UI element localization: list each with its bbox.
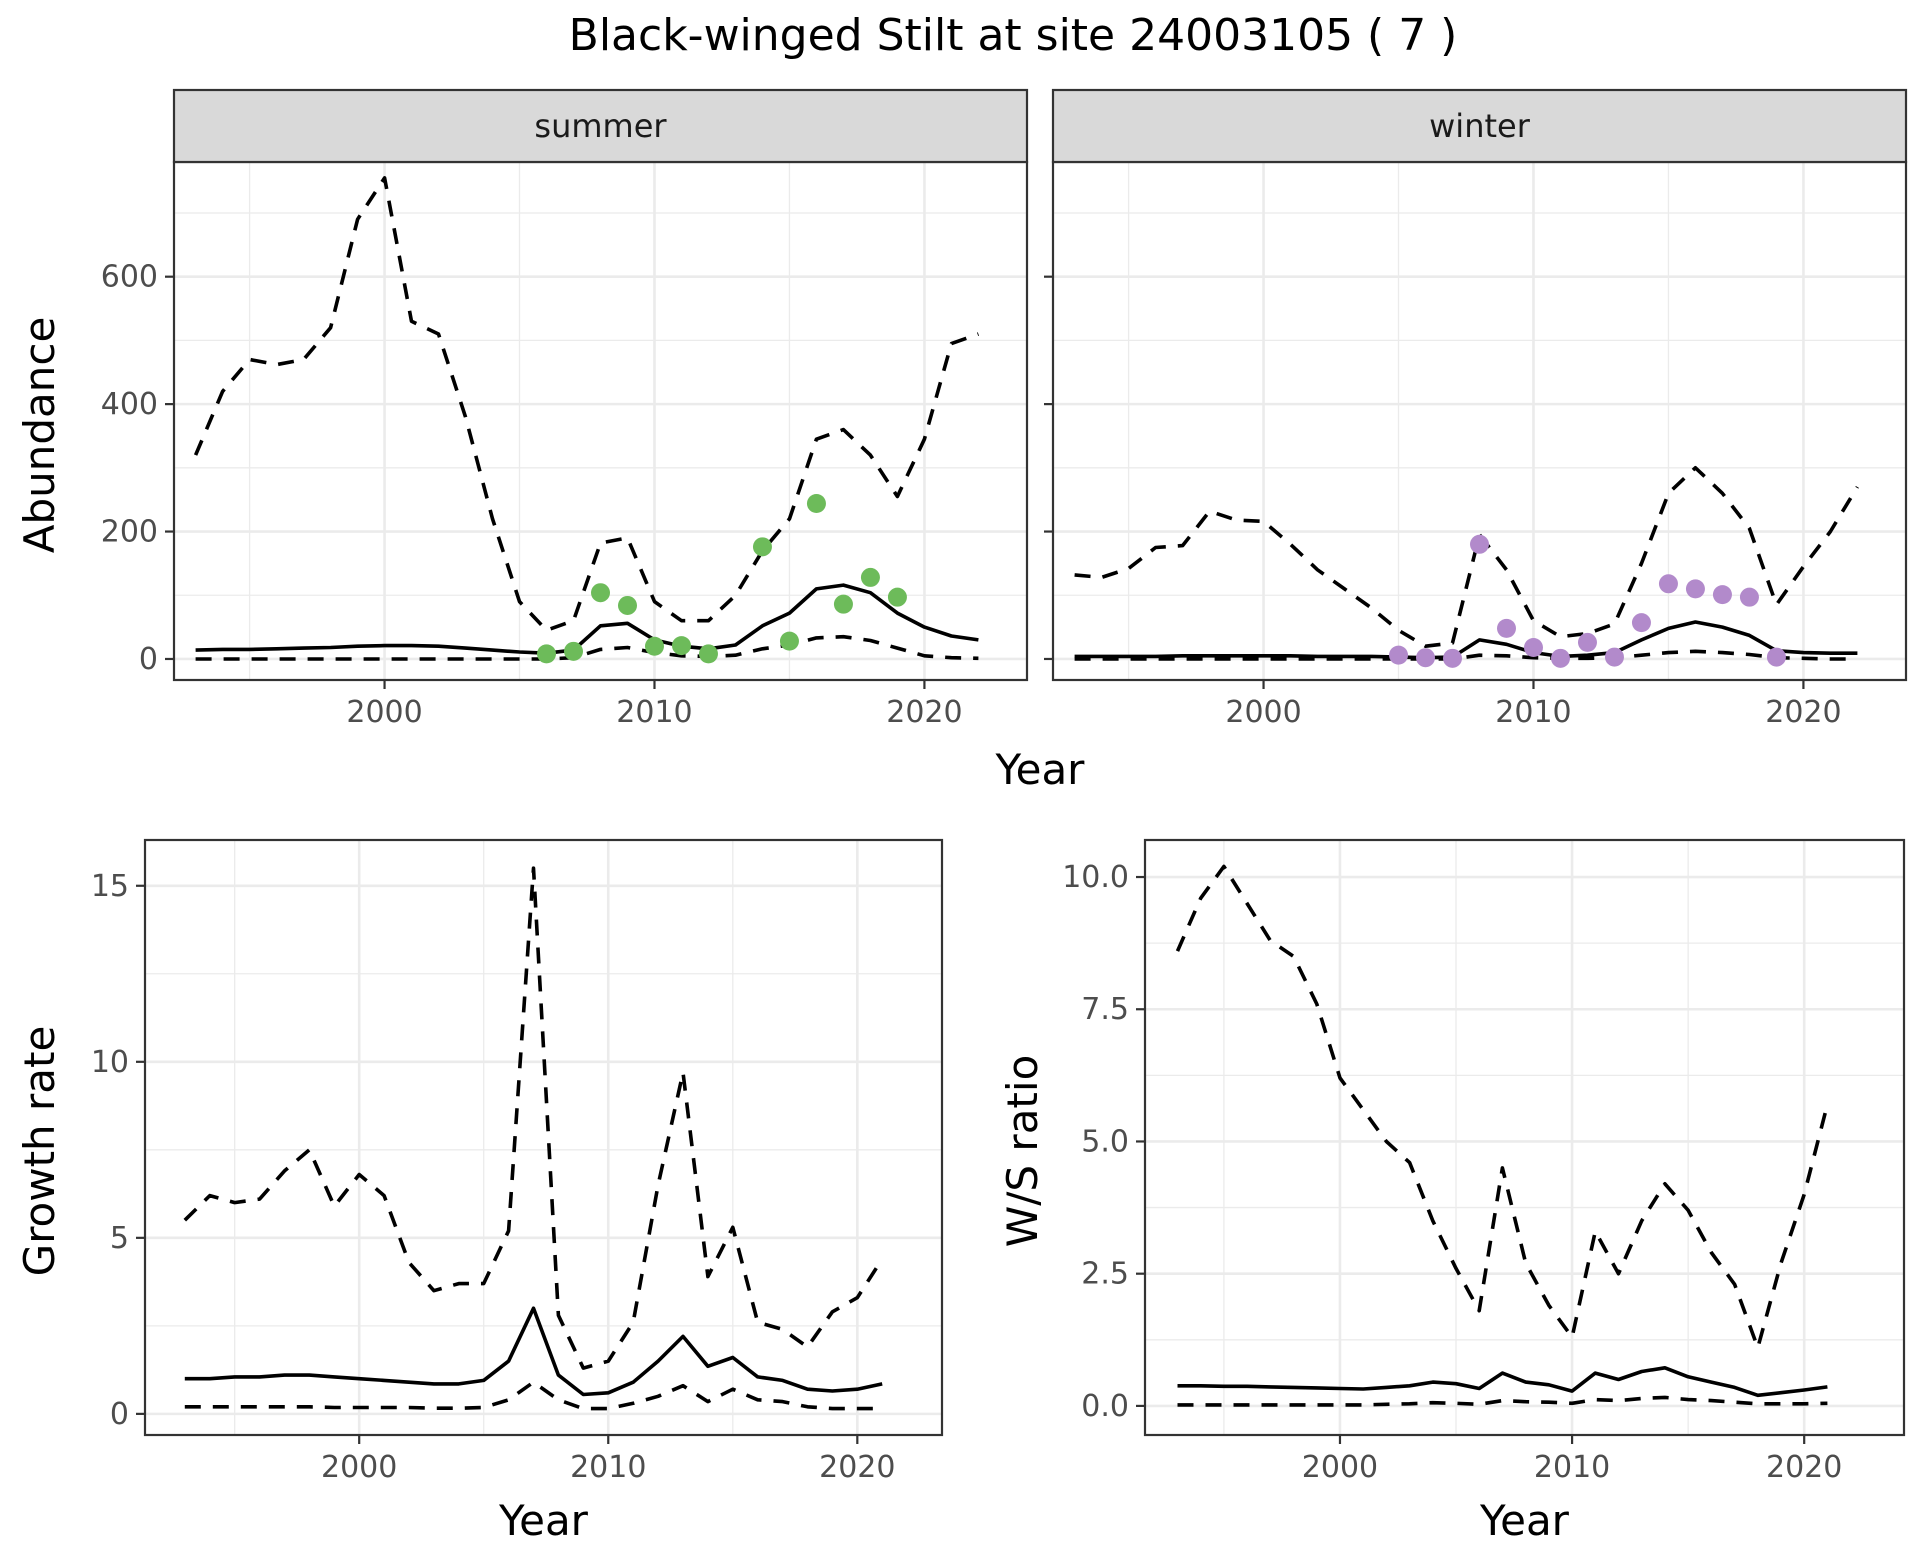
facet-strip-label: summer [534, 107, 667, 145]
panel-winter-abundance: winter 2000 2010 2020 [1044, 88, 1908, 730]
y-tick-label: 15 [91, 869, 129, 904]
series-line-lower [195, 634, 979, 661]
x-tick-label: 2010 [1495, 695, 1571, 730]
x-axis-title: Year [498, 1496, 589, 1545]
data-point [1658, 574, 1678, 594]
x-tick-label: 2010 [1534, 1450, 1610, 1485]
x-tick-label: 2000 [1302, 1450, 1378, 1485]
data-point [1685, 579, 1705, 599]
x-tick-label: 2020 [819, 1450, 895, 1485]
panel-growth-rate: 2000 2010 2020 0 5 10 15 Growth rate Year [15, 838, 944, 1545]
series-line-upper [1175, 864, 1830, 1350]
data-point [1550, 648, 1570, 668]
facet-strip [172, 88, 1029, 164]
data-point [806, 494, 826, 514]
y-tick-label: 5.0 [1081, 1124, 1129, 1159]
data-point [887, 587, 907, 607]
series-line-lower [1177, 1395, 1828, 1407]
x-tick-label: 2000 [346, 695, 422, 730]
shared-x-axis-title: Year [995, 745, 1086, 794]
y-tick-label: 2.5 [1081, 1257, 1129, 1292]
x-tick-label: 2000 [321, 1450, 397, 1485]
y-tick-label: 7.5 [1081, 992, 1129, 1027]
facet-strip-label: winter [1429, 107, 1531, 145]
series-line-lower [184, 1380, 883, 1411]
series-line-mean [184, 1306, 883, 1397]
x-tick-label: 2000 [1225, 695, 1301, 730]
data-point [537, 644, 557, 664]
y-tick-label: 0 [110, 1397, 129, 1432]
panel-ws-ratio: 2000 2010 2020 0.0 2.5 5.0 7.5 10.0 W/S ratio Yea… [998, 838, 1906, 1545]
data-point [617, 595, 637, 615]
series-line-upper [193, 176, 980, 633]
x-tick-label: 2010 [570, 1450, 646, 1485]
data-point [860, 567, 880, 587]
data-point [833, 594, 853, 614]
plot-area [145, 840, 942, 1435]
y-axis-title: Growth rate [15, 1026, 64, 1277]
y-tick-label: 0.0 [1081, 1389, 1129, 1424]
data-point [1604, 647, 1624, 667]
data-point [1631, 613, 1651, 633]
data-point [1416, 648, 1436, 668]
plot-area [1053, 162, 1906, 680]
data-point [671, 636, 691, 656]
series-line-mean [195, 583, 979, 656]
data-point [1523, 638, 1543, 658]
data-point [1712, 585, 1732, 605]
series-line-upper [183, 866, 884, 1370]
data-point [1389, 645, 1409, 665]
data-point [1470, 534, 1489, 554]
y-tick-label: 200 [101, 515, 158, 550]
figure-title: Black-winged Stilt at site 24003105 ( 7 … [569, 10, 1458, 61]
x-tick-label: 2020 [1766, 1450, 1842, 1485]
data-point [1443, 648, 1463, 668]
data-point [1496, 618, 1516, 638]
data-point [591, 583, 610, 603]
data-point [698, 644, 718, 664]
y-axis-title: Abundance [15, 317, 64, 554]
y-tick-label: 10.0 [1062, 860, 1129, 895]
y-tick-label: 400 [101, 387, 158, 422]
data-point [644, 636, 664, 656]
x-tick-label: 2010 [616, 695, 692, 730]
data-point [1739, 587, 1759, 607]
panel-border [143, 838, 944, 1437]
data-point [564, 641, 584, 661]
x-tick-label: 2020 [886, 695, 962, 730]
facet-strip [1051, 88, 1908, 164]
data-point [1577, 632, 1597, 652]
x-axis-title: Year [1479, 1496, 1570, 1545]
y-axis-title: W/S ratio [998, 1055, 1047, 1248]
data-point [752, 537, 772, 557]
series-line-mean [1074, 620, 1858, 660]
series-line-lower [1074, 649, 1858, 661]
y-tick-label: 5 [110, 1221, 129, 1256]
data-point [779, 631, 799, 651]
y-tick-label: 10 [91, 1045, 129, 1080]
panel-border [1143, 838, 1906, 1437]
x-tick-label: 2020 [1765, 695, 1841, 730]
y-tick-label: 600 [101, 260, 158, 295]
y-tick-label: 0 [139, 642, 158, 677]
data-point [1766, 647, 1786, 667]
series-line-mean [1177, 1366, 1828, 1398]
plot-area [1145, 840, 1904, 1435]
panel-summer-abundance: summer 2000 2010 2020 0 200 400 600 Abundance [15, 88, 1029, 730]
series-line-upper [1074, 465, 1859, 649]
